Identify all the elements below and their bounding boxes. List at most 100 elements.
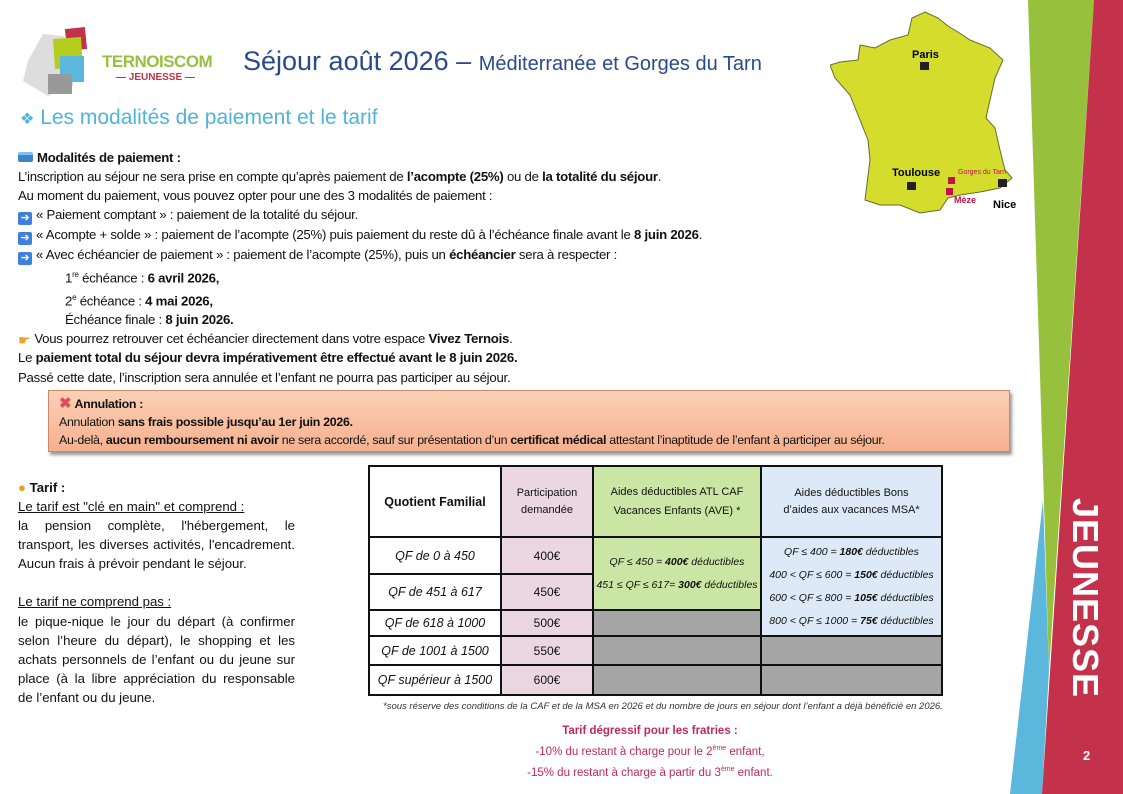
pointing-hand-icon: ☛ [18, 332, 31, 349]
payment-line: Échéance finale : 8 juin 2026. [18, 310, 702, 329]
map-label-nice: Nice [993, 199, 1016, 211]
credit-card-icon [18, 152, 33, 162]
red-stripe [1042, 0, 1123, 794]
city-marker-paris [920, 62, 929, 70]
tarif-excludes-title: Le tarif ne comprend pas : [18, 594, 172, 610]
table-row: QF de 618 à 1000 500€ [368, 609, 942, 637]
tarif-heading: ● Tarif : [18, 480, 66, 495]
tarif-includes-text: la pension complète, l'hébergement, le t… [18, 518, 295, 572]
text-run: 1 [65, 270, 73, 286]
text-run: 2 [65, 293, 73, 309]
table-row: QF de 1001 à 1500 550€ [368, 635, 943, 666]
page-number: 2 [1083, 748, 1091, 763]
text-run: re [72, 270, 79, 280]
header-qf: Quotient Familial [368, 465, 502, 538]
payment-line: 1re échéance : 6 avril 2026, [18, 265, 702, 287]
section-title: ❖ Les modalités de paiement et le tarif [20, 106, 378, 129]
payment-heading: Modalités de paiement : [18, 148, 702, 167]
cancellation-line: Au-delà, aucun remboursement ni avoir ne… [59, 431, 999, 449]
text-run: la totalité du séjour [542, 169, 658, 185]
payment-line: ➜ « Paiement comptant » : paiement de la … [18, 205, 702, 226]
qf-cell: QF de 1001 à 1500 [368, 635, 502, 666]
map-label-gorges: Gorges du Tarn [958, 169, 1006, 176]
cross-icon: ✖ [59, 395, 72, 412]
payment-line: ➜ « Avec échéancier de paiement » : paiem… [18, 245, 702, 266]
payment-line: ☛ Vous pourrez retrouver cet échéancier d… [18, 329, 702, 348]
map-label-toulouse: Toulouse [892, 167, 940, 179]
side-label: JEUNESSE [1065, 497, 1106, 699]
payment-section: Modalités de paiement : L’inscription au… [18, 148, 702, 387]
payment-line: Passé cette date, l’inscription sera ann… [18, 368, 702, 387]
table-row: QF supérieur à 1500 600€ [368, 664, 943, 696]
marker-gorges-du-tarn [948, 177, 955, 184]
page-title: Séjour août 2026 – Méditerranée et Gorge… [243, 46, 762, 76]
empty-cell [592, 664, 762, 696]
text-run: sera à respecter : [515, 247, 618, 263]
payment-line: Au moment du paiement, vous pouvez opter… [18, 186, 702, 205]
aid-line: 800 < QF ≤ 1000 = 75€ déductibles [769, 614, 934, 627]
text-run: échéance : [76, 293, 146, 309]
siblings-title: Tarif dégressif pour les fratries : [562, 725, 738, 737]
text-run: aucun remboursement ni avoir [105, 433, 279, 447]
qf-cell: QF supérieur à 1500 [368, 664, 502, 696]
tariff-table: Quotient Familial Participation demandée… [368, 465, 943, 696]
text-run: sans frais possible jusqu’au 1er juin 20… [117, 415, 353, 429]
cancellation-line: Annulation sans frais possible jusqu’au … [59, 413, 999, 431]
logo: TERNOISCOM — JEUNESSE — [18, 26, 228, 96]
text-run: Le [18, 350, 36, 366]
qf-cell: QF de 451 à 617 [368, 573, 502, 611]
green-stripe [1028, 0, 1094, 670]
cancellation-box: ✖ Annulation : Annulation sans frais pos… [48, 390, 1010, 452]
empty-cell [760, 635, 943, 666]
arrow-right-icon: ➜ [18, 232, 32, 246]
empty-cell [592, 609, 762, 637]
blue-stripe [1010, 500, 1049, 794]
text-run: . [509, 331, 513, 347]
logo-brand: TERNOISCOM [102, 52, 213, 71]
aid-line: QF ≤ 400 = 180€ déductibles [784, 545, 919, 558]
price-cell: 450€ [500, 573, 594, 611]
tarif-section: ● Tarif : Le tarif est "clé en main" et … [18, 478, 295, 707]
text-run: « Paiement comptant » : paiement de la t… [36, 207, 358, 223]
map-label-paris: Paris [912, 49, 939, 61]
aid-line: 400 < QF ≤ 600 = 150€ déductibles [769, 568, 934, 581]
text-run: « Avec échéancier de paiement » : paieme… [36, 247, 450, 263]
text-run: Passé cette date, l’inscription sera ann… [18, 369, 511, 385]
text-run: échéancier [449, 247, 516, 263]
table-header-row: Quotient Familial Participation demandée… [368, 465, 943, 538]
marker-meze [946, 188, 953, 195]
header-atl: Aides déductibles ATL CAF Vacances Enfan… [592, 465, 762, 538]
payment-line: L’inscription au séjour ne sera prise en… [18, 167, 702, 186]
text-run: Au moment du paiement, vous pouvez opter… [18, 188, 493, 204]
arrow-right-icon: ➜ [18, 252, 32, 266]
city-marker-nice [998, 179, 1007, 187]
text-run: Au-delà, [59, 433, 106, 447]
text-run: certificat médical [510, 433, 607, 447]
text-run: « Acompte + solde » : paiement de l’acom… [36, 227, 634, 243]
text-run: . [657, 169, 662, 185]
empty-cell [592, 635, 762, 666]
payment-line: ➜ « Acompte + solde » : paiement de l’aco… [18, 225, 702, 246]
header-participation: Participation demandée [500, 465, 594, 538]
coin-icon: ● [18, 480, 26, 495]
table-row: QF de 451 à 617 450€ [368, 573, 942, 611]
page-subtitle: Méditerranée et Gorges du Tarn [478, 53, 762, 75]
text-run: 6 avril 2026, [147, 270, 220, 286]
text-run: ou de [503, 169, 543, 185]
text-run: ne sera accordé, sauf sur présentation d… [278, 433, 511, 447]
price-cell: 600€ [500, 664, 594, 696]
siblings-discount: Tarif dégressif pour les fratries : -10%… [470, 723, 830, 782]
aid-line: QF ≤ 450 = 400€ déductibles [609, 555, 745, 568]
atl-aid-cell: QF ≤ 450 = 400€ déductibles 451 ≤ QF ≤ 61… [592, 536, 762, 611]
logo-graphic [23, 27, 88, 96]
siblings-line-2: -15% du restant à charge à partir du 3èm… [527, 765, 773, 779]
price-cell: 550€ [500, 635, 594, 666]
empty-cell [760, 664, 943, 696]
text-run: échéance : [78, 270, 148, 286]
siblings-line-1: -10% du restant à charge pour le 2ème en… [535, 745, 765, 758]
aid-line: 600 < QF ≤ 800 = 105€ déductibles [769, 591, 934, 604]
table-row: QF de 0 à 450 400€ QF ≤ 450 = 400€ déduc… [368, 536, 943, 637]
text-run: 8 juin 2026 [633, 227, 699, 243]
text-run: l’acompte (25%) [406, 169, 504, 185]
